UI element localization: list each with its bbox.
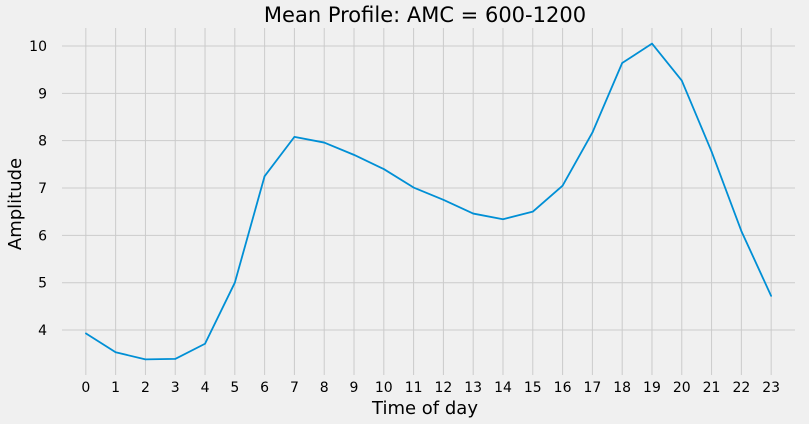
data-point bbox=[353, 154, 355, 156]
x-tick-label: 7 bbox=[290, 380, 299, 396]
y-tick-label: 5 bbox=[38, 276, 47, 292]
data-point bbox=[770, 295, 772, 297]
x-tick-label: 3 bbox=[171, 380, 180, 396]
y-tick-label: 9 bbox=[38, 86, 47, 102]
data-point bbox=[472, 212, 474, 215]
y-tick-label: 4 bbox=[38, 323, 47, 339]
data-point bbox=[114, 351, 117, 354]
data-point bbox=[383, 168, 385, 170]
y-tick-label: 10 bbox=[29, 39, 47, 55]
data-point bbox=[561, 184, 564, 187]
x-tick-label: 12 bbox=[434, 380, 452, 396]
data-point bbox=[412, 186, 415, 189]
y-axis-label: Amplitude bbox=[5, 158, 26, 250]
series-layer bbox=[85, 42, 772, 361]
y-tick-label: 7 bbox=[38, 181, 47, 197]
x-tick-label: 4 bbox=[201, 380, 210, 396]
x-tick-label: 11 bbox=[405, 380, 423, 396]
x-tick-label: 14 bbox=[494, 380, 512, 396]
grid bbox=[62, 28, 795, 375]
x-tick-label: 21 bbox=[703, 380, 721, 396]
x-tick-label: 15 bbox=[524, 380, 542, 396]
x-tick-label: 17 bbox=[583, 380, 601, 396]
x-tick-label: 23 bbox=[762, 380, 780, 396]
data-point bbox=[204, 342, 206, 345]
x-tick-label: 19 bbox=[643, 380, 661, 396]
tick-labels: 0 1 2 3 4 5 6 7 8 9 10 11 12 13 14 15 16 17 18 19 20 21 22 2345… bbox=[29, 39, 780, 396]
y-tick-label: 8 bbox=[38, 134, 47, 150]
data-point bbox=[174, 358, 177, 360]
x-tick-label: 6 bbox=[260, 380, 269, 396]
x-tick-label: 9 bbox=[350, 380, 359, 396]
data-point bbox=[323, 141, 326, 144]
data-point bbox=[680, 79, 683, 82]
data-point bbox=[293, 136, 296, 138]
x-tick-label: 2 bbox=[141, 380, 150, 396]
data-point bbox=[710, 150, 713, 153]
data-point bbox=[502, 218, 504, 221]
x-tick-label: 0 bbox=[81, 380, 90, 396]
chart-title: Mean Profile: AMC = 600-1200 bbox=[264, 3, 586, 27]
x-tick-label: 8 bbox=[320, 380, 329, 396]
data-point bbox=[621, 62, 623, 64]
x-tick-label: 10 bbox=[375, 380, 393, 396]
data-point bbox=[591, 131, 594, 134]
x-axis-label: Time of day bbox=[371, 398, 478, 419]
x-tick-label: 20 bbox=[673, 380, 691, 396]
x-tick-label: 16 bbox=[554, 380, 572, 396]
data-point bbox=[531, 210, 534, 213]
series-line bbox=[85, 42, 772, 361]
x-tick-label: 1 bbox=[111, 380, 120, 396]
x-tick-label: 22 bbox=[732, 380, 750, 396]
data-point bbox=[442, 199, 445, 201]
data-point bbox=[144, 358, 147, 361]
data-point bbox=[651, 42, 653, 45]
y-tick-label: 6 bbox=[38, 228, 47, 244]
data-point bbox=[263, 175, 266, 177]
x-tick-label: 18 bbox=[613, 380, 631, 396]
data-point bbox=[740, 230, 743, 232]
data-point bbox=[234, 281, 236, 284]
data-point bbox=[85, 332, 87, 335]
x-tick-label: 13 bbox=[464, 380, 482, 396]
x-tick-label: 5 bbox=[230, 380, 239, 396]
